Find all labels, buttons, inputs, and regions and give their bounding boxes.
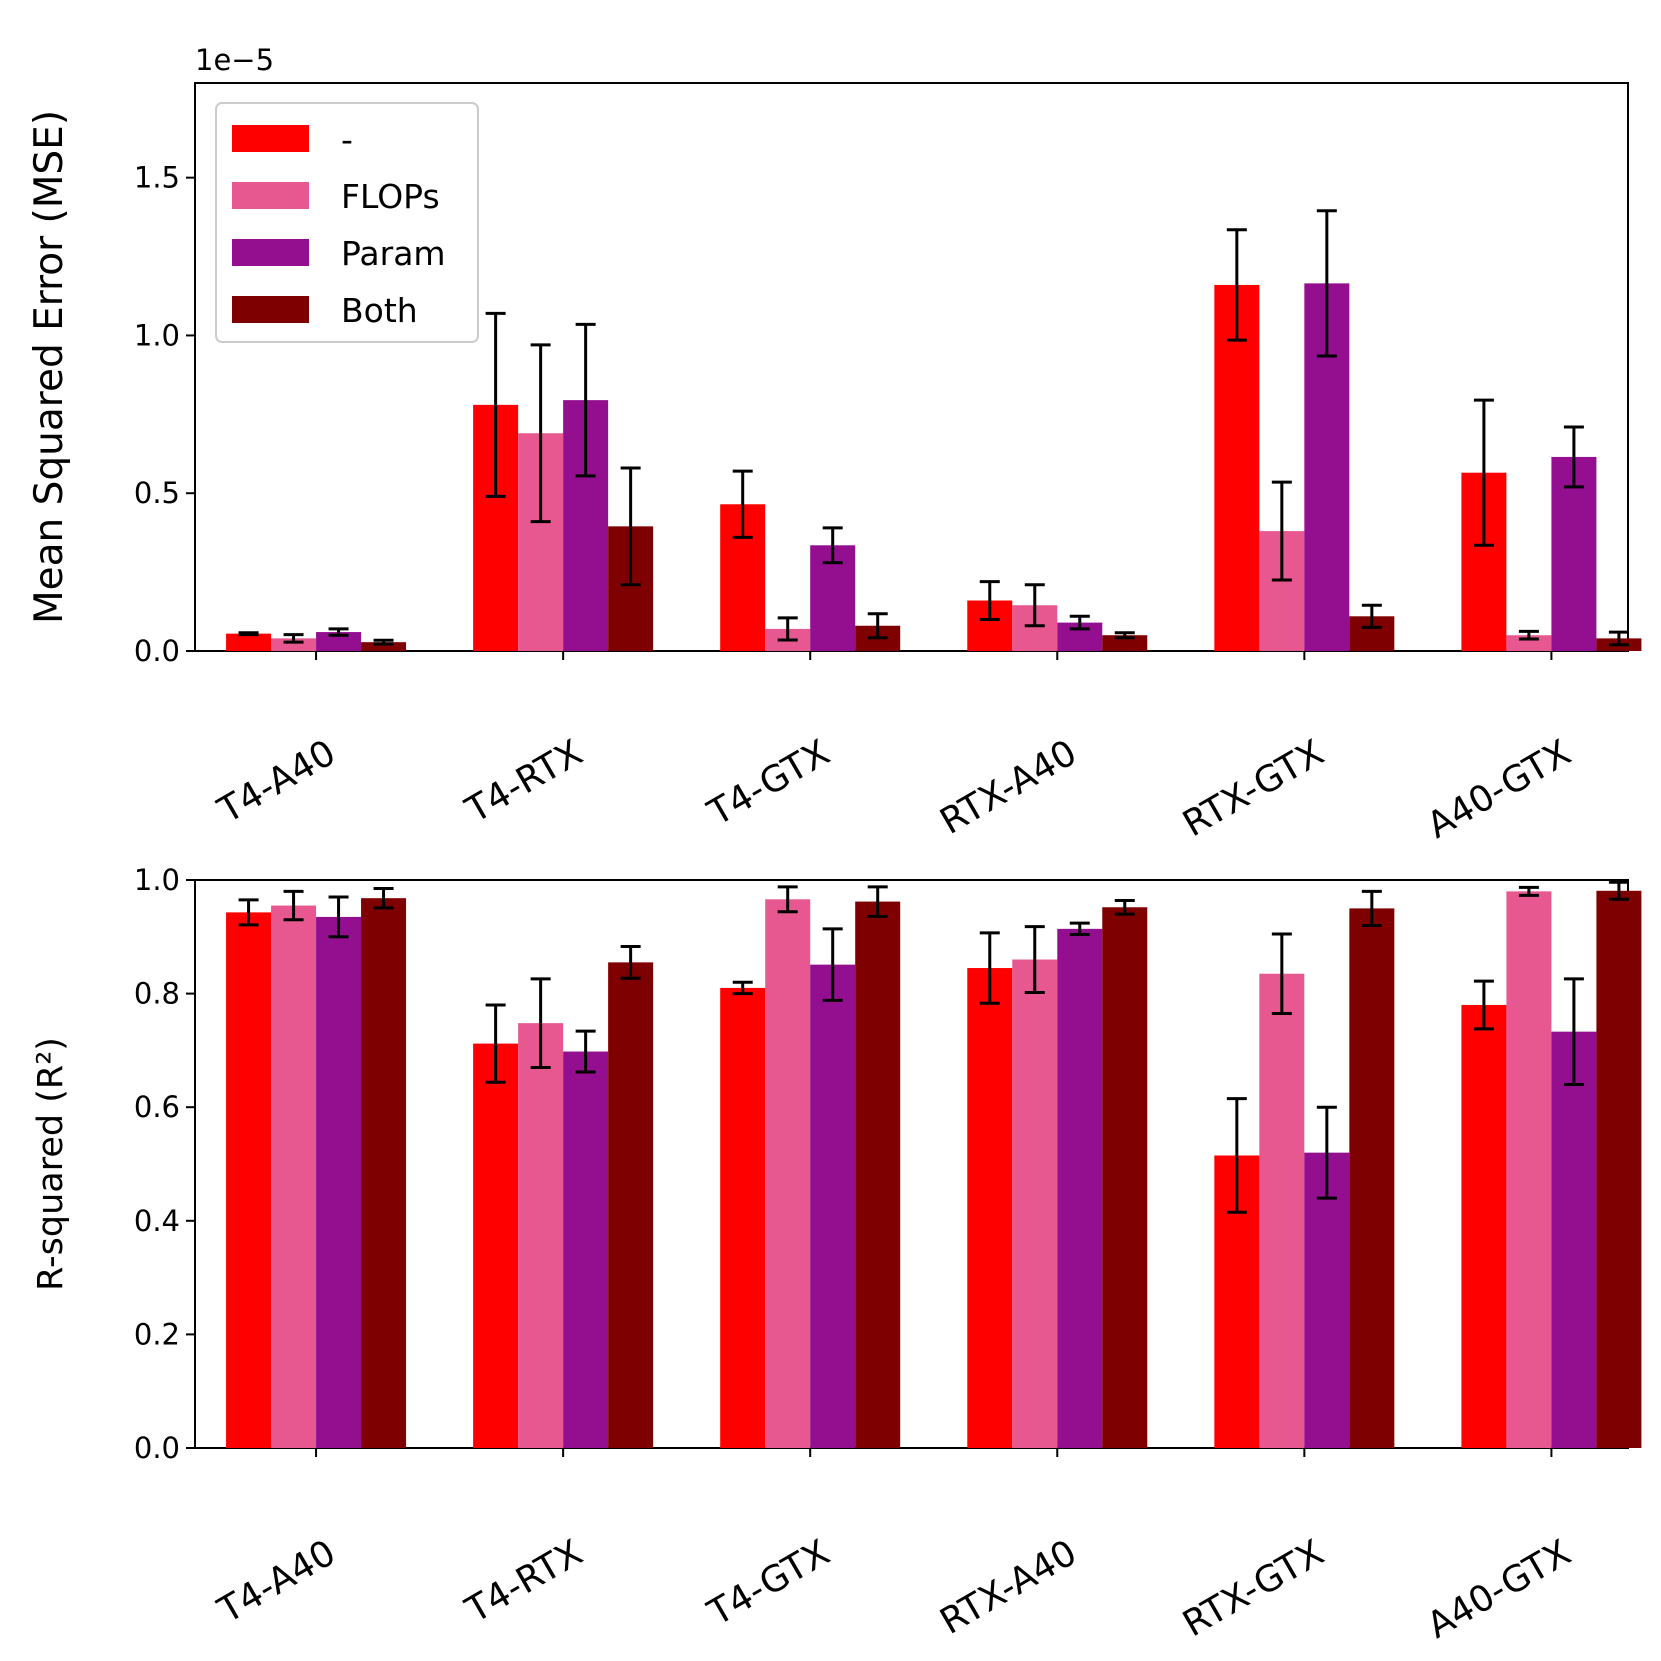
x-tick-label: RTX-GTX: [1176, 1532, 1331, 1645]
bar: [1259, 973, 1305, 1448]
x-tick-label: A40-GTX: [1421, 732, 1578, 847]
x-tick-label: T4-RTX: [458, 732, 589, 831]
bar: [1551, 456, 1597, 651]
bar: [855, 901, 901, 1448]
bar: [765, 899, 811, 1448]
bar: [1551, 1031, 1597, 1448]
x-tick-label: T4-RTX: [458, 1532, 589, 1631]
x-tick-label: T4-GTX: [701, 732, 837, 834]
r-squared-chart: 0.0 0.2 0.4 0.6 0.8 1.0 T4-A40 T4-RTX T4-GTX RTX-…: [31, 863, 1642, 1647]
legend-swatch: [232, 182, 309, 209]
y-tick-label: 1.5: [134, 161, 180, 195]
plot-frame: [194, 879, 1629, 1449]
x-tick-label: T4-GTX: [701, 1532, 837, 1634]
legend-label: -: [341, 120, 353, 159]
bar: [1596, 890, 1642, 1448]
bar: [967, 968, 1013, 1448]
legend-swatch: [232, 125, 309, 152]
bar: [361, 898, 407, 1448]
legend-label: Both: [341, 291, 418, 330]
x-tick-label: RTX-A40: [933, 732, 1083, 842]
legend-swatch: [232, 296, 309, 323]
bar: [226, 633, 272, 651]
legend: - FLOPs Param Both: [215, 102, 479, 343]
bar: [720, 987, 766, 1448]
bar: [1102, 635, 1148, 651]
y-tick-label: 0.8: [134, 977, 180, 1011]
y-tick-label: 1.0: [134, 863, 180, 897]
y-tick-label: 0.6: [134, 1090, 180, 1124]
bar: [563, 1051, 609, 1448]
y-axis-label: Mean Squared Error (MSE): [27, 110, 72, 624]
bar: [1012, 959, 1058, 1448]
y-axis-label: R-squared (R²): [31, 1037, 71, 1291]
bar: [316, 632, 362, 651]
x-tick-label: RTX-GTX: [1176, 732, 1331, 845]
bar: [1506, 891, 1552, 1448]
legend-box: [215, 102, 479, 343]
bar: [1349, 908, 1395, 1448]
y-tick-label: 0.0: [134, 1431, 180, 1465]
bar: [473, 1043, 519, 1448]
x-tick-label: RTX-A40: [933, 1532, 1083, 1642]
bar: [810, 964, 856, 1448]
bar: [1461, 1004, 1507, 1448]
legend-swatch: [232, 239, 309, 266]
bar: [1057, 928, 1103, 1448]
bar: [1506, 635, 1552, 651]
x-tick-label: T4-A40: [211, 1532, 343, 1632]
bar: [518, 1023, 564, 1448]
bar: [271, 638, 317, 651]
bar: [1102, 907, 1148, 1448]
legend-label: Param: [341, 234, 446, 273]
bar: [361, 642, 407, 651]
bar: [316, 916, 362, 1448]
bar: [271, 905, 317, 1448]
bar: [1214, 284, 1260, 651]
plot-frame: [194, 82, 1629, 652]
y-tick-label: 0.2: [134, 1317, 180, 1351]
x-tick-label: T4-A40: [211, 732, 343, 832]
bar: [608, 962, 654, 1448]
y-tick-label: 1.0: [134, 318, 180, 352]
bar: [1304, 1152, 1350, 1448]
legend-label: FLOPs: [341, 177, 440, 216]
x-tick-label: A40-GTX: [1421, 1532, 1578, 1647]
y-tick-label: 0.4: [134, 1204, 180, 1238]
bar: [226, 912, 272, 1448]
mse-chart: 0.0 0.5 1.0 1.5 T4-A40 T4-RTX T4-GTX RTX-A40 RTX…: [27, 43, 1642, 847]
y-tick-label: 0.0: [134, 634, 180, 668]
scale-offset-label: 1e−5: [195, 43, 274, 77]
y-tick-label: 0.5: [134, 476, 180, 510]
